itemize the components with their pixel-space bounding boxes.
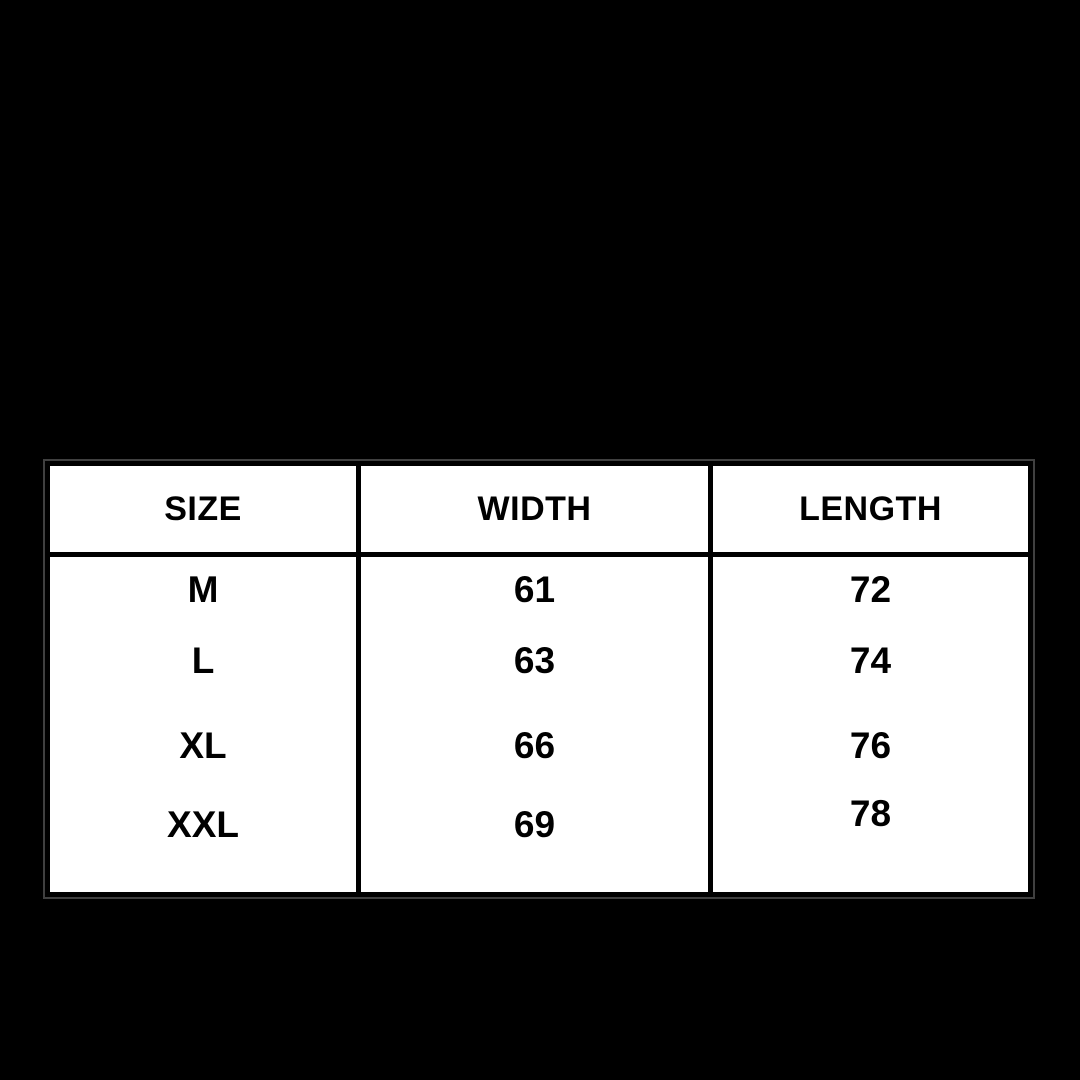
length-cell-l: 74 — [849, 640, 892, 681]
width-column: 61 63 66 69 — [361, 557, 708, 892]
size-cell-xl: XL — [179, 725, 227, 766]
width-cell-xl: 66 — [513, 725, 556, 766]
size-cell-l: L — [191, 640, 215, 681]
length-cell-xl: 76 — [849, 725, 892, 766]
size-cell-m: M — [187, 569, 219, 610]
table-header-row: SIZE WIDTH LENGTH — [50, 466, 1028, 552]
width-cell-m: 61 — [513, 569, 556, 610]
table-body: M L XL XXL 61 63 66 69 72 74 76 78 — [50, 557, 1028, 892]
length-cell-m: 72 — [849, 569, 892, 610]
length-column: 72 74 76 78 — [713, 557, 1028, 892]
size-column: M L XL XXL — [50, 557, 356, 892]
column-header-width: WIDTH — [361, 466, 708, 552]
size-cell-xxl: XXL — [167, 804, 239, 845]
column-header-size: SIZE — [50, 466, 356, 552]
column-header-length: LENGTH — [713, 466, 1028, 552]
length-cell-xxl: 78 — [849, 793, 892, 834]
size-chart-table: SIZE WIDTH LENGTH M L XL XXL 61 63 66 69… — [43, 459, 1035, 899]
width-cell-l: 63 — [513, 640, 556, 681]
width-cell-xxl: 69 — [513, 804, 556, 845]
